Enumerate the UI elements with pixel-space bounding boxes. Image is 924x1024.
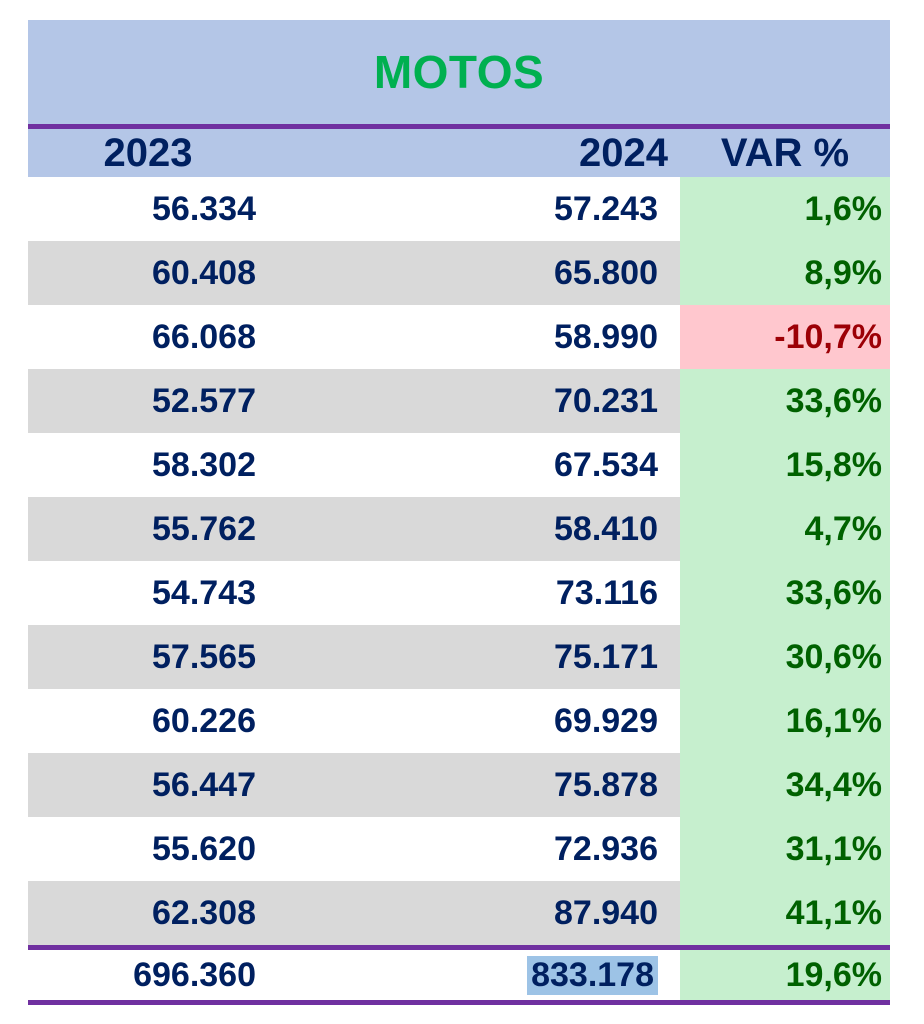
table-title-band: MOTOS [28, 20, 890, 129]
cell-2024: 58.990 [554, 317, 658, 356]
total-var: 19,6% [680, 950, 890, 1000]
cell-2024: 73.116 [555, 573, 658, 612]
header-row: 2023 2024 VAR % [28, 129, 890, 177]
header-var-percent: VAR % [720, 130, 850, 175]
cell-2023: 62.308 [28, 881, 368, 945]
cell-var-negative: -10,7% [680, 305, 890, 369]
cell-2023: 57.565 [28, 625, 368, 689]
table-row: 60.226 69.929 16,1% [28, 689, 890, 753]
cell-var: 4,7% [680, 497, 890, 561]
cell-2024: 87.940 [368, 881, 680, 945]
total-divider [28, 945, 890, 950]
cell-2023: 60.408 [28, 241, 368, 305]
table-row: 55.762 58.410 4,7% [28, 497, 890, 561]
cell-var: 34,4% [680, 753, 890, 817]
table-row: 62.308 87.940 41,1% [28, 881, 890, 945]
header-2023: 2023 [103, 130, 193, 175]
cell-var: 30,6% [680, 625, 890, 689]
cell-var: 33,6% [680, 369, 890, 433]
cell-2023: 55.762 [28, 497, 368, 561]
cell-2023: 56.447 [28, 753, 368, 817]
table-row: 55.620 72.936 31,1% [28, 817, 890, 881]
cell-var: 16,1% [680, 689, 890, 753]
table-row: 60.408 65.800 8,9% [28, 241, 890, 305]
cell-2024: 58.410 [368, 497, 680, 561]
cell-2024: 72.936 [554, 829, 658, 868]
cell-var: 41,1% [680, 881, 890, 945]
bottom-divider [28, 1000, 890, 1005]
table-row: 56.447 75.878 34,4% [28, 753, 890, 817]
cell-2023: 55.620 [152, 829, 256, 868]
cell-2024: 69.929 [554, 701, 658, 740]
cell-2023: 56.334 [152, 189, 256, 228]
total-row: 696.360 833.178 19,6% [28, 950, 890, 1000]
cell-2024: 65.800 [368, 241, 680, 305]
cell-2024: 75.878 [368, 753, 680, 817]
table-row: 57.565 75.171 30,6% [28, 625, 890, 689]
motos-table: MOTOS 2023 2024 VAR % 56.334 57.243 1,6%… [28, 20, 890, 1005]
table-row: 58.302 67.534 15,8% [28, 433, 890, 497]
cell-2023: 52.577 [28, 369, 368, 433]
total-2023: 696.360 [133, 955, 256, 994]
total-2024-selected-text[interactable]: 833.178 [527, 955, 658, 995]
cell-var: 31,1% [680, 817, 890, 881]
cell-2023: 60.226 [152, 701, 256, 740]
cell-2024: 67.534 [554, 445, 658, 484]
cell-2024: 70.231 [368, 369, 680, 433]
cell-var: 15,8% [680, 433, 890, 497]
cell-var: 8,9% [680, 241, 890, 305]
table-row: 66.068 58.990 -10,7% [28, 305, 890, 369]
table-row: 56.334 57.243 1,6% [28, 177, 890, 241]
header-2024: 2024 [579, 130, 668, 175]
cell-2024: 75.171 [368, 625, 680, 689]
table-row: 52.577 70.231 33,6% [28, 369, 890, 433]
cell-2023: 54.743 [152, 573, 256, 612]
table-title: MOTOS [373, 46, 545, 98]
cell-2023: 66.068 [152, 317, 256, 356]
cell-var: 33,6% [680, 561, 890, 625]
table-row: 54.743 73.116 33,6% [28, 561, 890, 625]
cell-2023: 58.302 [152, 445, 256, 484]
cell-2024: 57.243 [554, 189, 658, 228]
cell-var: 1,6% [680, 177, 890, 241]
total-2024-cell[interactable]: 833.178 [368, 950, 680, 1000]
